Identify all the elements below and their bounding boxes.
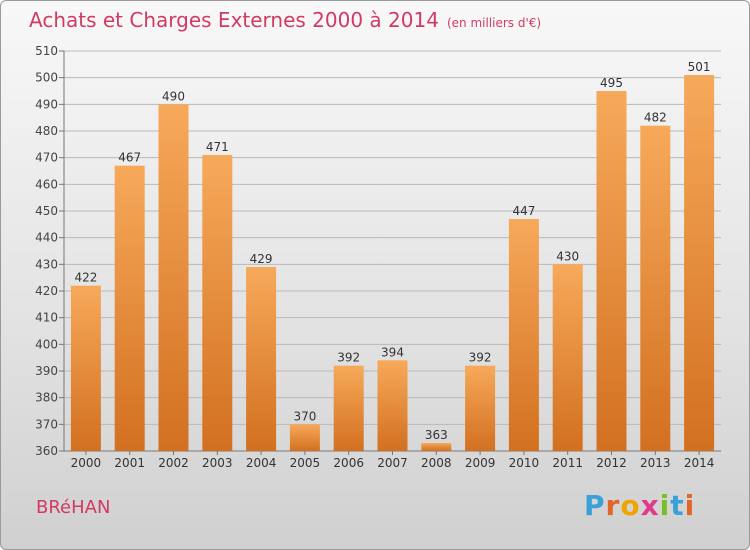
logo-letter: i bbox=[660, 489, 671, 522]
y-tick-label: 380 bbox=[35, 391, 58, 405]
data-label: 501 bbox=[688, 60, 711, 74]
logo-letter: i bbox=[685, 489, 696, 522]
data-label: 471 bbox=[206, 140, 229, 154]
proxiti-logo: Proxiti bbox=[584, 489, 695, 522]
data-label: 495 bbox=[600, 76, 623, 90]
bar bbox=[378, 360, 408, 451]
x-tick-label: 2004 bbox=[246, 456, 277, 470]
data-label: 363 bbox=[425, 428, 448, 442]
x-tick-label: 2014 bbox=[684, 456, 715, 470]
bars: 422 467 490 471 429 370 392 394 363 392 447 430 495 4… bbox=[71, 60, 714, 451]
y-tick-label: 460 bbox=[35, 177, 58, 191]
y-tick-label: 470 bbox=[35, 151, 58, 165]
logo-letter: P bbox=[584, 489, 606, 522]
logo-letter: r bbox=[606, 489, 621, 522]
y-tick-label: 400 bbox=[35, 337, 58, 351]
logo-letter: x bbox=[641, 489, 660, 522]
x-axis: 2000 2001 2002 2003 2004 2005 2006 2007 2008 2009… bbox=[71, 451, 715, 470]
x-tick-label: 2001 bbox=[114, 456, 145, 470]
x-tick-label: 2012 bbox=[596, 456, 627, 470]
y-tick-label: 510 bbox=[35, 44, 58, 58]
chart-frame: Achats et Charges Externes 2000 à 2014 (e… bbox=[0, 0, 750, 550]
data-label: 370 bbox=[293, 409, 316, 423]
bar bbox=[246, 267, 276, 451]
data-label: 447 bbox=[512, 204, 535, 218]
x-tick-label: 2003 bbox=[202, 456, 233, 470]
data-label: 490 bbox=[162, 89, 185, 103]
x-tick-label: 2005 bbox=[290, 456, 321, 470]
bar-chart: 360 370 380 390 400 410 420 430 440 450 460 470 480 4… bbox=[1, 1, 750, 550]
data-label: 392 bbox=[337, 351, 360, 365]
bar bbox=[421, 443, 451, 451]
bar bbox=[159, 104, 189, 451]
bar bbox=[553, 264, 583, 451]
y-tick-label: 430 bbox=[35, 257, 58, 271]
data-label: 392 bbox=[469, 351, 492, 365]
y-tick-label: 480 bbox=[35, 124, 58, 138]
y-tick-label: 360 bbox=[35, 444, 58, 458]
data-label: 467 bbox=[118, 151, 141, 165]
y-tick-label: 420 bbox=[35, 284, 58, 298]
x-tick-label: 2006 bbox=[333, 456, 364, 470]
x-tick-label: 2002 bbox=[158, 456, 189, 470]
data-label: 394 bbox=[381, 345, 404, 359]
y-tick-label: 440 bbox=[35, 231, 58, 245]
commune-name: BRéHAN bbox=[36, 497, 110, 518]
data-label: 429 bbox=[250, 252, 273, 266]
bar bbox=[509, 219, 539, 451]
bar bbox=[290, 424, 320, 451]
bar bbox=[115, 166, 145, 451]
y-tick-label: 450 bbox=[35, 204, 58, 218]
y-tick-label: 490 bbox=[35, 97, 58, 111]
y-tick-label: 500 bbox=[35, 71, 58, 85]
bar bbox=[71, 286, 101, 451]
logo-letter: o bbox=[620, 489, 640, 522]
x-tick-label: 2007 bbox=[377, 456, 408, 470]
data-label: 430 bbox=[556, 249, 579, 263]
x-tick-label: 2010 bbox=[509, 456, 540, 470]
bar bbox=[684, 75, 714, 451]
y-tick-label: 370 bbox=[35, 417, 58, 431]
bar bbox=[334, 366, 364, 451]
bar bbox=[202, 155, 232, 451]
y-tick-label: 410 bbox=[35, 311, 58, 325]
bar bbox=[465, 366, 495, 451]
bar bbox=[597, 91, 627, 451]
x-tick-label: 2000 bbox=[71, 456, 102, 470]
bar bbox=[640, 126, 670, 451]
y-tick-label: 390 bbox=[35, 364, 58, 378]
data-label: 422 bbox=[74, 271, 97, 285]
x-tick-label: 2009 bbox=[465, 456, 496, 470]
logo-letter: t bbox=[670, 489, 684, 522]
x-tick-label: 2008 bbox=[421, 456, 452, 470]
x-tick-label: 2011 bbox=[552, 456, 583, 470]
data-label: 482 bbox=[644, 111, 667, 125]
x-tick-label: 2013 bbox=[640, 456, 671, 470]
